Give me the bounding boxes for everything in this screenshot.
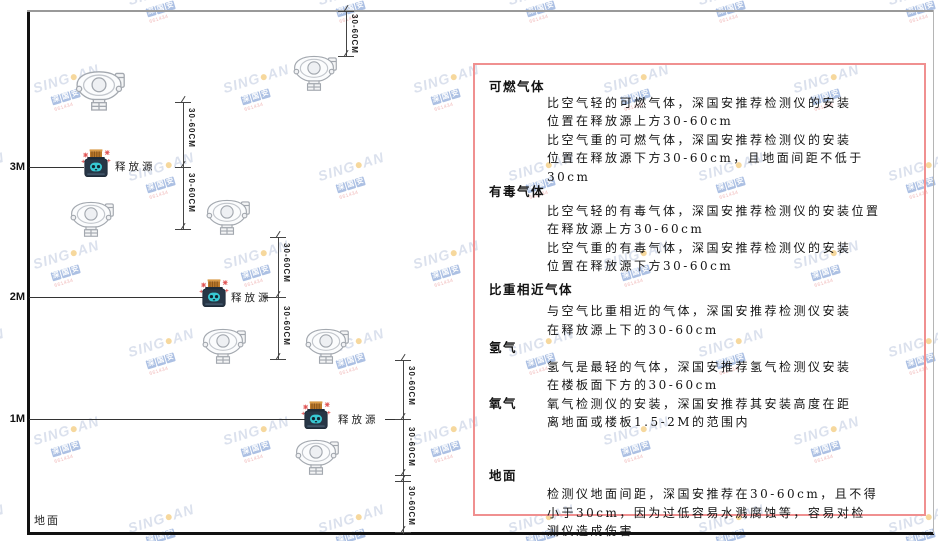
release-source-icon [301,400,331,430]
axis-label-2m: 2M [9,291,25,303]
ceiling-line [27,10,934,12]
panel-paragraph: 比空气轻的有毒气体，深国安推荐检测仪的安装位置 在释放源上方30-60cm [547,203,881,237]
axis-label-3m: 3M [9,161,25,173]
dim-label: 30-60CM [350,14,359,54]
dim-tick [175,229,191,230]
dim-label: 30-60CM [407,427,416,467]
dim-tick [395,360,411,361]
dim-label: 30-60CM [282,306,291,346]
panel-paragraph: 氧气检测仪的安装，深国安推荐其安装高度在距 离地面或楼板1.5-2M的范围内 [547,396,852,430]
height-axis-line [27,10,30,534]
dim-tick [175,102,191,103]
gas-detector-icon [305,328,349,364]
dim-chain-2m [278,237,279,360]
dim-label: 30-60CM [407,366,416,406]
panel-paragraph: 比空气重的有毒气体，深国安推荐检测仪的安装 位置在释放源下方30-60cm [547,240,852,274]
dim-tick [395,419,411,420]
dim-label: 30-60CM [282,243,291,283]
dim-label: 30-60CM [407,486,416,526]
section-oxygen: 氧气 氧气检测仪的安装，深国安推荐其安装高度在距 离地面或楼板1.5-2M的范围… [489,395,910,432]
section-heading-oxygen: 氧气 [489,395,518,411]
level-line-1m [29,419,305,420]
dim-tick [338,56,354,57]
section-heading-hydrogen: 氢气 [489,340,518,355]
ground-line [27,532,934,535]
panel-paragraph: 检测仪地面间距，深国安推荐在30-60cm，且不得 小于30cm，因为过低容易水… [547,487,879,538]
axis-label-1m: 1M [9,413,25,425]
release-source-label: 释放源 [231,292,272,304]
dim-tick [395,532,411,533]
dim-chain-1m [403,360,404,534]
dim-tick [175,167,191,168]
level-line-1m-right [385,419,403,420]
dim-chain-ceiling [346,11,347,57]
panel-paragraph: 比空气重的可燃气体，深国安推荐检测仪的安装 位置在释放源下方30-60cm，且地… [547,132,864,184]
release-source-icon [199,278,229,308]
dim-tick [338,11,354,12]
dim-chain-3m [183,102,184,230]
gas-detector-icon [293,55,337,91]
gas-detector-icon [202,328,246,364]
dim-tick [270,297,286,298]
gas-detector-icon [75,71,125,111]
level-line-3m [29,167,84,168]
dim-tick [270,359,286,360]
gas-detector-icon [70,201,114,237]
panel-paragraph: 与空气比重相近的气体，深国安推荐检测仪安装 在释放源上下的30-60cm [547,304,852,337]
dim-tick [270,237,286,238]
gas-detector-icon [206,199,250,235]
panel-paragraph: 比空气轻的可燃气体，深国安推荐检测仪的安装 位置在释放源上方30-60cm [547,95,852,129]
gas-detector-icon [295,439,339,475]
dim-label: 30-60CM [187,173,196,213]
ground-label: 地面 [34,514,60,527]
section-heading-ground: 地面 [489,467,518,483]
release-source-label: 释放源 [115,161,156,173]
release-source-icon [81,148,111,178]
section-heading-flammable-gas: 可燃气体 [489,79,546,94]
dim-label: 30-60CM [187,108,196,148]
right-wall-line [933,10,934,534]
instruction-panel: 可燃气体 比空气轻的可燃气体，深国安推荐检测仪的安装 位置在释放源上方30-60… [473,63,926,538]
panel-paragraph: 氢气是最轻的气体，深国安推荐氢气检测仪安装 在楼板面下方的30-60cm [547,359,852,393]
dim-tick [395,481,411,482]
level-line-2m [29,297,203,298]
release-source-label: 释放源 [338,414,379,426]
section-heading-similar-density-gas: 比重相近气体 [489,281,574,297]
